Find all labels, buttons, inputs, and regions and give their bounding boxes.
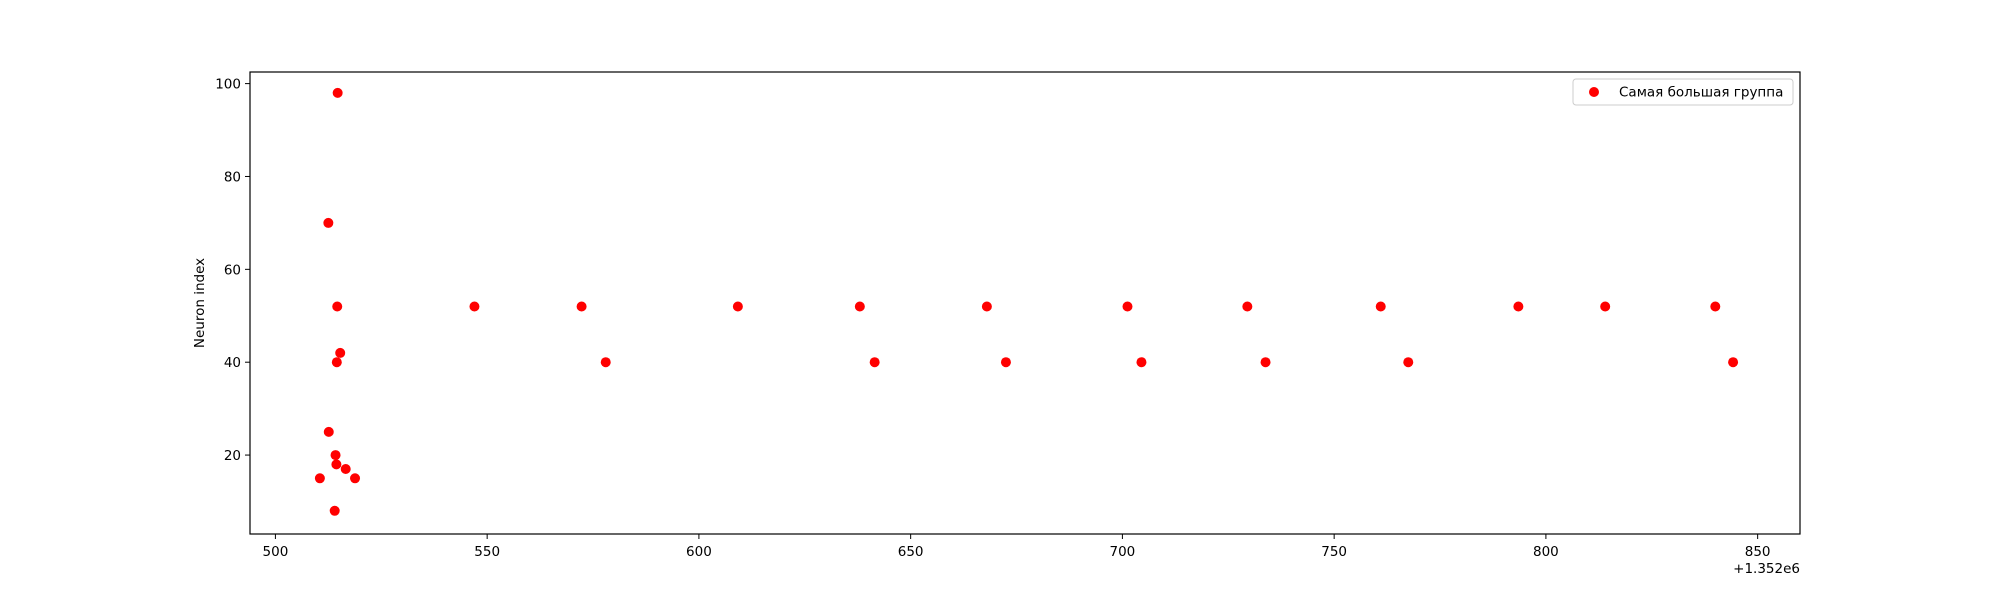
data-point xyxy=(331,357,342,368)
data-point xyxy=(1375,301,1386,312)
x-tick-label: 750 xyxy=(1321,544,1347,560)
x-tick-label: 800 xyxy=(1533,544,1559,560)
x-tick-label: 850 xyxy=(1745,544,1771,560)
data-points xyxy=(314,87,1739,516)
legend-label: Самая большая группа xyxy=(1619,85,1783,101)
data-point xyxy=(1710,301,1721,312)
data-point xyxy=(332,301,343,312)
data-point xyxy=(350,473,361,484)
data-point xyxy=(1600,301,1611,312)
legend: Самая большая группа xyxy=(1572,78,1794,106)
data-point xyxy=(329,505,340,516)
y-tick-label: 60 xyxy=(224,262,241,278)
x-tick-label: 650 xyxy=(898,544,924,560)
data-point xyxy=(1260,357,1271,368)
data-point xyxy=(331,459,342,470)
data-point xyxy=(1136,357,1147,368)
data-point xyxy=(600,357,611,368)
data-point xyxy=(1242,301,1253,312)
data-point xyxy=(332,87,343,98)
data-point xyxy=(314,473,325,484)
data-point xyxy=(1513,301,1524,312)
y-axis-label: Neuron index xyxy=(192,258,208,348)
data-point xyxy=(732,301,743,312)
legend-marker xyxy=(1589,87,1599,97)
x-tick-label: 700 xyxy=(1110,544,1136,560)
data-point xyxy=(335,347,346,358)
y-tick-label: 40 xyxy=(224,355,241,371)
data-point xyxy=(981,301,992,312)
x-axis: 500 550 600 650 700 750 800 850 xyxy=(263,534,1771,560)
y-axis: 20 40 60 80 100 xyxy=(215,77,250,464)
data-point xyxy=(1122,301,1133,312)
data-point xyxy=(576,301,587,312)
data-point xyxy=(323,217,334,228)
data-point xyxy=(854,301,865,312)
x-tick-label: 550 xyxy=(474,544,500,560)
x-axis-offset-label: +1.352e6 xyxy=(1733,561,1800,577)
data-point xyxy=(1728,357,1739,368)
data-point xyxy=(1000,357,1011,368)
data-point xyxy=(869,357,880,368)
y-tick-label: 100 xyxy=(215,77,241,93)
data-point xyxy=(340,463,351,474)
plot-area xyxy=(249,71,1801,535)
x-tick-label: 500 xyxy=(263,544,289,560)
x-tick-label: 600 xyxy=(686,544,712,560)
y-tick-label: 80 xyxy=(224,169,241,185)
data-point xyxy=(323,426,334,437)
data-point xyxy=(330,450,341,461)
legend-box xyxy=(1572,78,1794,106)
data-point xyxy=(469,301,480,312)
data-point xyxy=(1403,357,1414,368)
y-tick-label: 20 xyxy=(224,448,241,464)
